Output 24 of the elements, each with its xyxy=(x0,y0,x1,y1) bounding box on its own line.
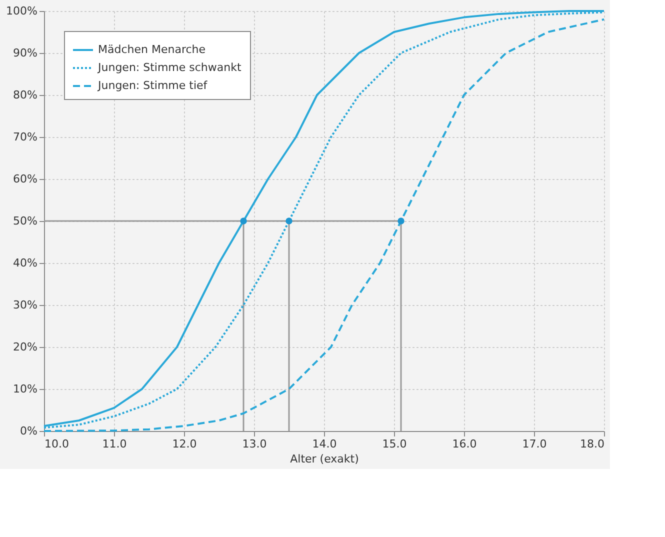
y-tick-label: 10% xyxy=(13,382,38,396)
legend-label: Mädchen Menarche xyxy=(98,43,206,56)
y-tick-label: 70% xyxy=(13,130,38,144)
y-tick-label: 40% xyxy=(13,256,38,270)
y-tick-label: 50% xyxy=(13,214,38,228)
x-tick-label: 12.0 xyxy=(172,438,197,450)
x-tick-label: 18.0 xyxy=(580,438,604,450)
x-tick-label: 15.0 xyxy=(382,438,407,450)
legend-label: Jungen: Stimme tief xyxy=(97,79,208,92)
x-tick-label: 10.0 xyxy=(44,438,69,450)
x-tick-label: 13.0 xyxy=(242,438,267,450)
y-tick-label: 100% xyxy=(6,4,38,18)
y-tick-label: 80% xyxy=(13,88,38,102)
y-tick-label: 0% xyxy=(20,424,38,438)
x-tick-label: 17.0 xyxy=(522,438,547,450)
x-tick-label: 14.0 xyxy=(312,438,337,450)
y-tick-label: 90% xyxy=(13,46,38,60)
y-tick-label: 30% xyxy=(13,298,38,312)
x-axis-title: Alter (exakt) xyxy=(290,452,359,466)
x-tick-label: 16.0 xyxy=(452,438,477,450)
y-tick-label: 20% xyxy=(13,340,38,354)
y-tick-label: 60% xyxy=(13,172,38,186)
legend-label: Jungen: Stimme schwankt xyxy=(97,61,242,74)
x-tick-label: 11.0 xyxy=(102,438,127,450)
